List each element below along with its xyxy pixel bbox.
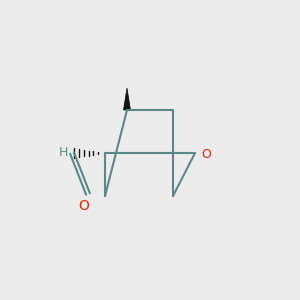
Text: O: O: [79, 199, 89, 213]
Text: H: H: [58, 146, 68, 158]
Polygon shape: [124, 88, 130, 110]
Text: O: O: [201, 148, 211, 161]
